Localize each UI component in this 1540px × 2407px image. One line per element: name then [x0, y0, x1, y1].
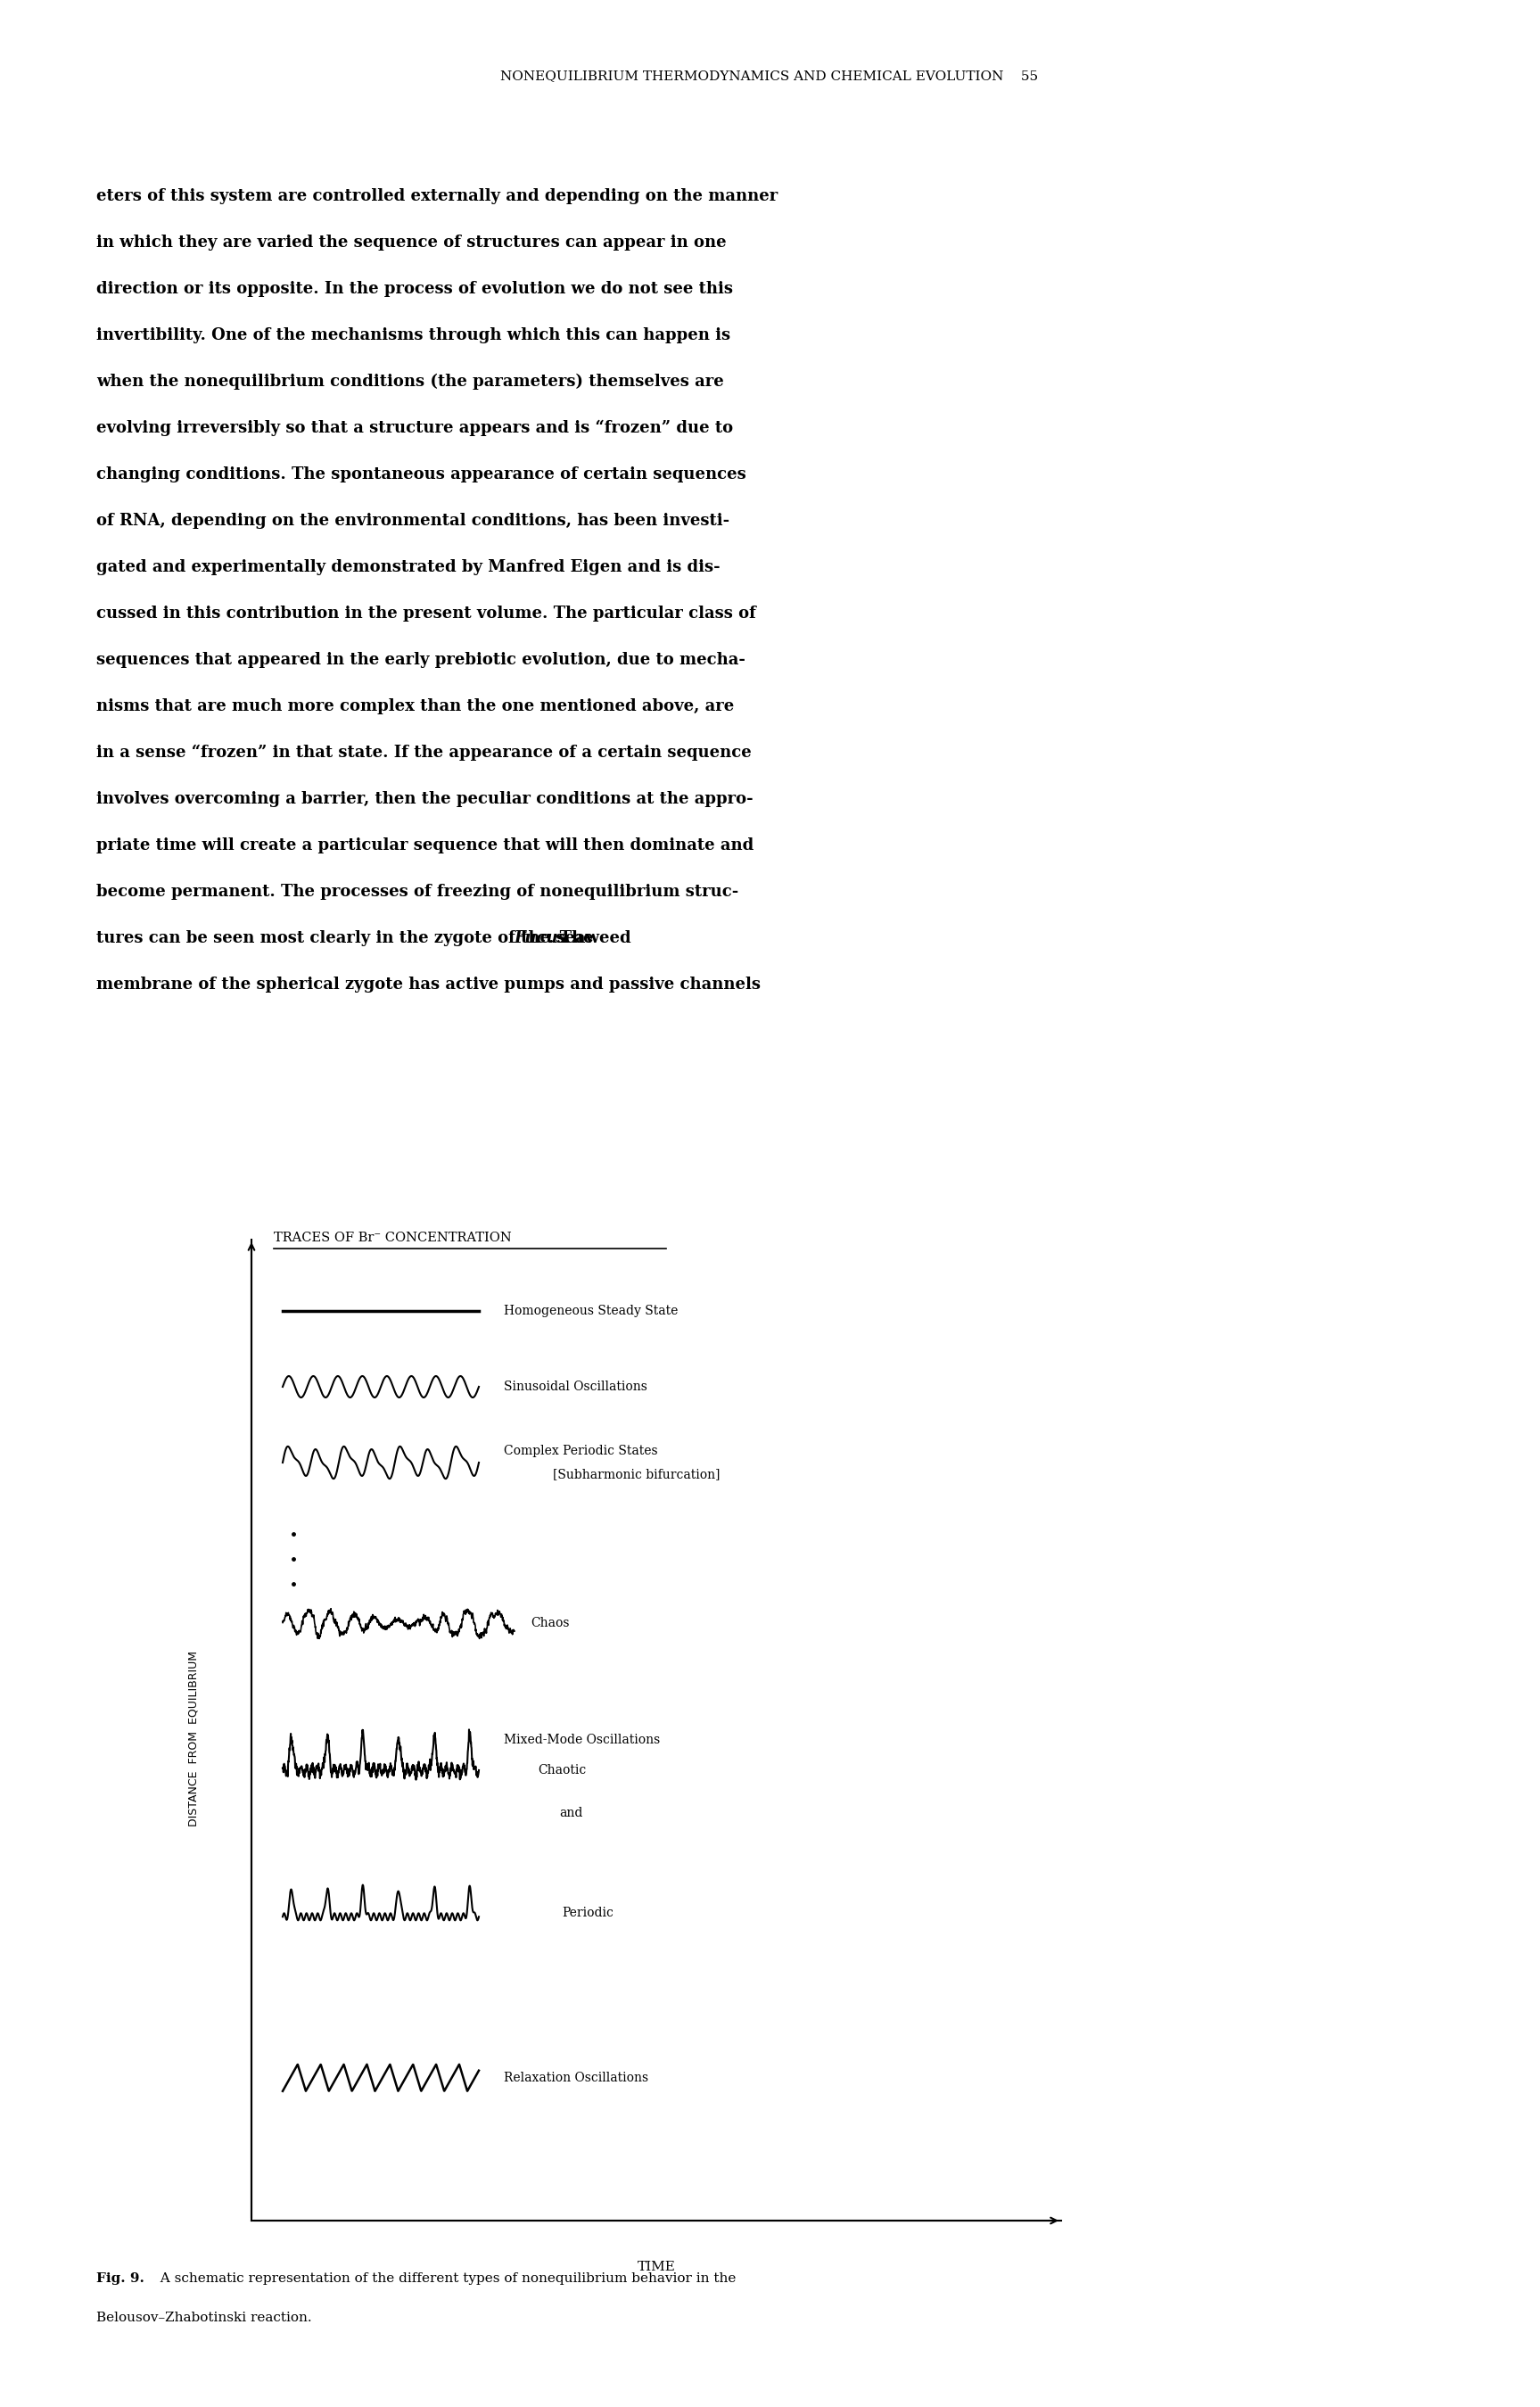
Text: evolving irreversibly so that a structure appears and is “frozen” due to: evolving irreversibly so that a structur…: [97, 419, 733, 436]
Text: gated and experimentally demonstrated by Manfred Eigen and is dis-: gated and experimentally demonstrated by…: [97, 558, 721, 575]
Text: Homogeneous Steady State: Homogeneous Steady State: [504, 1305, 678, 1317]
Text: Chaos: Chaos: [531, 1618, 570, 1630]
Text: of RNA, depending on the environmental conditions, has been investi-: of RNA, depending on the environmental c…: [97, 513, 730, 530]
Text: tures can be seen most clearly in the zygote of the seaweed: tures can be seen most clearly in the zy…: [97, 929, 636, 946]
Text: changing conditions. The spontaneous appearance of certain sequences: changing conditions. The spontaneous app…: [97, 467, 747, 481]
Text: in which they are varied the sequence of structures can appear in one: in which they are varied the sequence of…: [97, 233, 727, 250]
Text: [Subharmonic bifurcation]: [Subharmonic bifurcation]: [553, 1468, 721, 1480]
Text: become permanent. The processes of freezing of nonequilibrium struc-: become permanent. The processes of freez…: [97, 883, 739, 900]
Text: Mixed-Mode Oscillations: Mixed-Mode Oscillations: [504, 1733, 661, 1745]
Text: cussed in this contribution in the present volume. The particular class of: cussed in this contribution in the prese…: [97, 607, 756, 621]
Text: nisms that are much more complex than the one mentioned above, are: nisms that are much more complex than th…: [97, 698, 735, 715]
Text: NONEQUILIBRIUM THERMODYNAMICS AND CHEMICAL EVOLUTION    55: NONEQUILIBRIUM THERMODYNAMICS AND CHEMIC…: [500, 70, 1038, 82]
Text: membrane of the spherical zygote has active pumps and passive channels: membrane of the spherical zygote has act…: [97, 977, 761, 992]
Text: Belousov–Zhabotinski reaction.: Belousov–Zhabotinski reaction.: [97, 2311, 311, 2325]
Text: in a sense “frozen” in that state. If the appearance of a certain sequence: in a sense “frozen” in that state. If th…: [97, 744, 752, 761]
Text: Complex Periodic States: Complex Periodic States: [504, 1444, 658, 1456]
Text: Sinusoidal Oscillations: Sinusoidal Oscillations: [504, 1382, 647, 1394]
Text: DISTANCE  FROM  EQUILIBRIUM: DISTANCE FROM EQUILIBRIUM: [188, 1651, 199, 1827]
Text: . The: . The: [548, 929, 593, 946]
Text: priate time will create a particular sequence that will then dominate and: priate time will create a particular seq…: [97, 838, 753, 854]
Text: when the nonequilibrium conditions (the parameters) themselves are: when the nonequilibrium conditions (the …: [97, 373, 724, 390]
Text: Fig. 9.: Fig. 9.: [97, 2272, 145, 2284]
Text: TRACES OF Br⁻ CONCENTRATION: TRACES OF Br⁻ CONCENTRATION: [274, 1232, 511, 1244]
Text: involves overcoming a barrier, then the peculiar conditions at the appro-: involves overcoming a barrier, then the …: [97, 792, 753, 806]
Text: Fucus: Fucus: [514, 929, 567, 946]
Text: invertibility. One of the mechanisms through which this can happen is: invertibility. One of the mechanisms thr…: [97, 327, 730, 344]
Text: Relaxation Oscillations: Relaxation Oscillations: [504, 2072, 648, 2084]
Text: sequences that appeared in the early prebiotic evolution, due to mecha-: sequences that appeared in the early pre…: [97, 652, 745, 669]
Text: direction or its opposite. In the process of evolution we do not see this: direction or its opposite. In the proces…: [97, 282, 733, 296]
Text: A schematic representation of the different types of nonequilibrium behavior in : A schematic representation of the differ…: [151, 2272, 736, 2284]
Text: Chaotic: Chaotic: [537, 1764, 587, 1776]
Text: Periodic: Periodic: [562, 1906, 613, 1918]
Text: and: and: [559, 1808, 582, 1820]
Text: eters of this system are controlled externally and depending on the manner: eters of this system are controlled exte…: [97, 188, 778, 205]
Text: TIME: TIME: [638, 2260, 676, 2272]
